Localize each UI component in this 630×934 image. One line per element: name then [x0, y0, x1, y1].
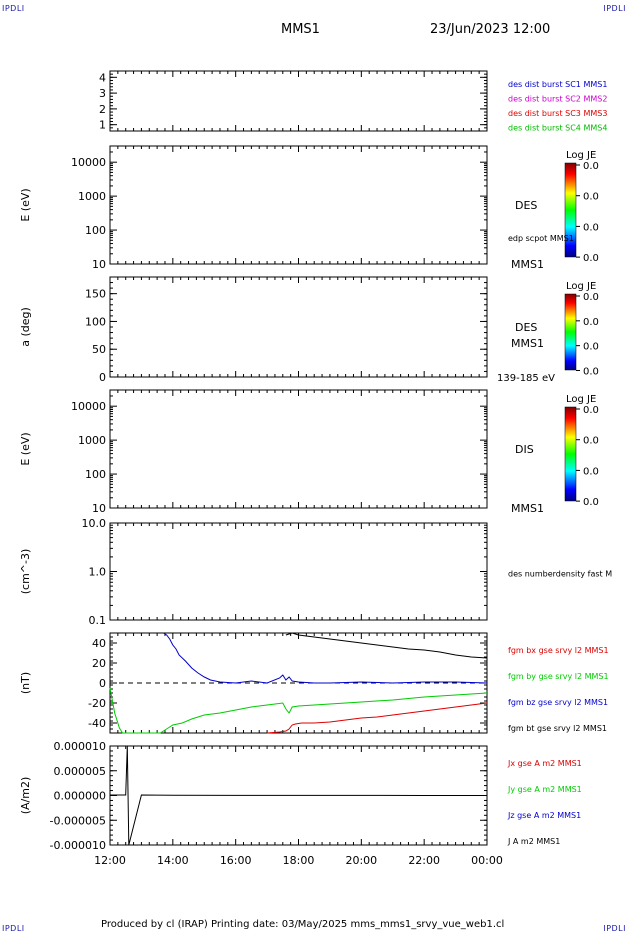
colorbar-tick-label: 0.0: [583, 161, 599, 172]
corner-logo-top-left: IPDLI: [2, 4, 25, 13]
y-tick-label: 2: [99, 103, 106, 116]
colorbar-tick-label: 0.0: [583, 317, 599, 328]
legend-entry: fgm bx gse srvy l2 MMS1: [508, 646, 609, 655]
spacecraft-label: MMS1: [511, 337, 544, 350]
instrument-label: DIS: [515, 443, 534, 456]
y-tick-label: 0.000010: [54, 740, 107, 753]
overlay-line-label: edp scpot MMS1: [508, 234, 574, 243]
x-tick-label: 14:00: [157, 854, 189, 867]
y-tick-label: 40: [92, 637, 106, 650]
colorbar-title: Log JE: [566, 394, 596, 405]
legend-entry: fgm bt gse srvy l2 MMS1: [508, 724, 607, 733]
series-line-fgm-bz-gse-srvy-l2-mms1: [163, 632, 488, 684]
colorbar-tick-label: 0.0: [583, 292, 599, 303]
legend-entry: des dist burst SC3 MMS3: [508, 109, 607, 118]
legend-entry: J A m2 MMS1: [507, 837, 560, 846]
y-tick-label: -40: [88, 717, 106, 730]
y-tick-label: 100: [85, 315, 106, 328]
panel-3-frame: [109, 276, 488, 378]
spacecraft-label: MMS1: [511, 258, 544, 271]
y-tick-label: 50: [92, 343, 106, 356]
y-tick-label: 10000: [71, 156, 106, 169]
series-line-j-a-m2-mms1: [110, 745, 487, 846]
legend-entry: des dist burst SC4 MMS4: [508, 124, 607, 133]
colorbar-tick-label: 0.0: [583, 405, 599, 416]
y-tick-label: -20: [88, 697, 106, 710]
y-axis-label: (A/m2): [19, 777, 32, 815]
panel-4-frame: [109, 389, 488, 509]
series-line-fgm-by-gse-srvy-l2-mms1: [109, 687, 488, 734]
colorbar-tick-label: 0.0: [583, 192, 599, 203]
series-line-fgm-bt-gse-srvy-l2-mms1: [285, 632, 488, 659]
y-tick-label: 0: [99, 677, 106, 690]
y-axis-label: E (eV): [19, 432, 32, 465]
y-tick-label: 0: [99, 371, 106, 384]
corner-logo-bottom-left: IPDLI: [2, 924, 25, 933]
y-tick-label: 0.000005: [54, 765, 107, 778]
y-tick-label: 20: [92, 657, 106, 670]
colorbar-tick-label: 0.0: [583, 436, 599, 447]
spacecraft-label: MMS1: [511, 502, 544, 515]
colorbar: [564, 162, 577, 258]
y-axis-label: (nT): [19, 672, 32, 694]
colorbar: [564, 293, 577, 371]
colorbar-title: Log JE: [566, 281, 596, 292]
x-tick-label: 22:00: [408, 854, 440, 867]
colorbar-tick-label: 0.0: [583, 466, 599, 477]
legend-entry: fgm bz gse srvy l2 MMS1: [508, 698, 608, 707]
y-axis-label: E (eV): [19, 188, 32, 221]
y-tick-label: 3: [99, 87, 106, 100]
colorbar-tick-label: 0.0: [583, 222, 599, 233]
x-tick-label: 12:00: [94, 854, 126, 867]
footer-text: Produced by cl (IRAP) Printing date: 03/…: [101, 919, 505, 930]
x-tick-label: 20:00: [345, 854, 377, 867]
legend-entry: des numberdensity fast M: [508, 570, 612, 579]
instrument-label: DES: [515, 321, 537, 334]
y-tick-label: 100: [85, 468, 106, 481]
colorbar-tick-label: 0.0: [583, 342, 599, 353]
page-title: MMS1: [281, 22, 320, 37]
y-tick-label: 1: [99, 119, 106, 132]
y-tick-label: -0.000010: [50, 839, 106, 852]
panel-2-frame: [109, 145, 488, 265]
legend-entry: fgm by gse srvy l2 MMS1: [508, 672, 609, 681]
page-datetime: 23/Jun/2023 12:00: [430, 22, 551, 37]
corner-logo-bottom-right: IPDLI: [603, 924, 626, 933]
y-tick-label: 1.0: [89, 566, 107, 579]
panel-1-frame: [109, 70, 488, 132]
y-tick-label: 1000: [78, 434, 106, 447]
legend-entry: des dist burst SC2 MMS2: [508, 95, 607, 104]
legend-entry: Jy gse A m2 MMS1: [507, 785, 582, 794]
y-tick-label: 100: [85, 224, 106, 237]
legend-entry: Jz gse A m2 MMS1: [507, 811, 581, 820]
legend-entry: des dist burst SC1 MMS1: [508, 80, 607, 89]
y-tick-label: 0.000000: [54, 790, 107, 803]
colorbar: [564, 406, 577, 502]
colorbar-tick-label: 0.0: [583, 366, 599, 377]
y-tick-label: 150: [85, 288, 106, 301]
y-tick-label: 4: [99, 71, 106, 84]
y-axis-label: (cm^-3): [19, 549, 32, 595]
panel-5-frame: [109, 522, 488, 621]
y-tick-label: 1000: [78, 190, 106, 203]
y-tick-label: 10: [92, 258, 106, 271]
legend-entry: Jx gse A m2 MMS1: [507, 759, 582, 768]
x-tick-label: 00:00: [471, 854, 503, 867]
x-tick-label: 18:00: [283, 854, 315, 867]
colorbar-tick-label: 0.0: [583, 497, 599, 508]
y-tick-label: 10: [92, 502, 106, 515]
y-tick-label: 0.1: [89, 614, 107, 627]
y-tick-label: 10000: [71, 400, 106, 413]
y-axis-label: a (deg): [19, 307, 32, 347]
energy-range-label: 139-185 eV: [497, 373, 555, 384]
series-line-fgm-bx-gse-srvy-l2-mms1: [267, 702, 488, 734]
y-tick-label: 10.0: [82, 517, 107, 530]
instrument-label: DES: [515, 199, 537, 212]
colorbar-title: Log JE: [566, 150, 596, 161]
y-tick-label: -0.000005: [50, 814, 106, 827]
colorbar-tick-label: 0.0: [583, 253, 599, 264]
corner-logo-top-right: IPDLI: [603, 4, 626, 13]
x-tick-label: 16:00: [220, 854, 252, 867]
